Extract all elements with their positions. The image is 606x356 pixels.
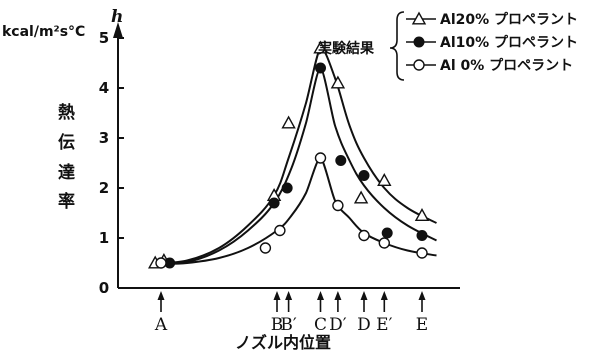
- legend-entry-2: Al 0% プロペラント: [440, 58, 573, 74]
- series-0-point-6: [353, 190, 369, 204]
- y-symbol: h: [111, 7, 123, 27]
- series-2-point-0: [155, 257, 167, 269]
- y-tick-label-1: 1: [99, 229, 109, 247]
- legend-marker-0: [411, 11, 427, 25]
- x-tick-label-4: D′: [329, 315, 347, 335]
- series-2-point-3: [314, 152, 327, 164]
- series-1-line: [160, 66, 437, 265]
- x-tick-label-0: A: [154, 315, 168, 335]
- y-tick-label-5: 5: [99, 29, 109, 47]
- x-arrowhead-5: [360, 291, 368, 300]
- series-curves: [158, 46, 437, 265]
- x-arrowhead-7: [418, 291, 426, 300]
- x-arrowhead-3: [317, 291, 324, 300]
- series-1-point-3: [315, 62, 326, 74]
- x-axis-label: ノズル内位置: [235, 333, 331, 352]
- legend-group-label: 実験結果: [318, 40, 375, 57]
- y-unit-label: kcal/m²s°C: [2, 24, 85, 40]
- series-0-line: [158, 46, 437, 264]
- legend-entry-1: Al10% プロペラント: [440, 35, 578, 51]
- x-arrowhead-4: [334, 291, 342, 300]
- series-1-point-5: [358, 170, 370, 181]
- labels: kcal/m²s°C h 熱 伝 達 率 ノズル内位置: [2, 7, 331, 352]
- series-0-point-4: [313, 40, 328, 54]
- y-tick-label-2: 2: [99, 179, 109, 197]
- series-2-line: [160, 156, 437, 265]
- y-axis-char-3: 達: [58, 163, 75, 183]
- y-axis-arrowhead: [113, 22, 123, 38]
- series-0-point-7: [377, 173, 392, 186]
- series-0-point-5: [330, 75, 346, 89]
- x-tick-label-7: E: [416, 315, 428, 335]
- series-0-point-3: [281, 115, 296, 129]
- legend-marker-1: [413, 36, 425, 48]
- legend-brace: [389, 11, 405, 81]
- legend: 実験結果 Al20% プロペラント Al10% プロペラント Al 0% プロペラン…: [318, 11, 578, 81]
- series-1-point-7: [416, 230, 428, 241]
- x-arrowhead-1: [273, 291, 281, 300]
- y-tick-label-4: 4: [99, 79, 109, 97]
- series-2-point-7: [416, 247, 428, 259]
- series-2-point-4: [332, 199, 344, 212]
- series-2-point-5: [358, 229, 370, 242]
- data-markers: [148, 40, 430, 269]
- y-axis-char-4: 率: [58, 191, 75, 212]
- y-tick-label-3: 3: [99, 129, 109, 147]
- series-2-point-2: [274, 224, 286, 237]
- series-1-point-2: [281, 182, 293, 194]
- y-axis-char-2: 伝: [58, 132, 75, 153]
- x-tick-label-1: B: [271, 315, 284, 335]
- legend-marker-2: [413, 59, 425, 71]
- y-axis-char-1: 熱: [58, 102, 75, 123]
- series-1-point-1: [268, 197, 280, 209]
- x-tick-label-5: D: [357, 315, 371, 335]
- series-0-point-8: [414, 208, 430, 221]
- x-tick-label-6: E′: [376, 315, 392, 335]
- series-2-point-1: [259, 242, 272, 254]
- x-arrowhead-0: [157, 291, 165, 300]
- x-tick-label-3: C: [314, 315, 327, 335]
- legend-entry-0: Al20% プロペラント: [440, 12, 578, 28]
- y-tick-label-0: 0: [99, 279, 109, 297]
- series-1-point-6: [381, 227, 393, 239]
- x-arrowhead-6: [380, 291, 388, 300]
- series-1-point-4: [335, 155, 347, 166]
- x-arrowhead-2: [285, 291, 293, 300]
- series-2-point-6: [378, 237, 390, 249]
- axes: 0 1 2 3 4 5 A BB′ C D′ D E′ E: [99, 22, 460, 335]
- x-tick-label-2: B′: [280, 315, 296, 335]
